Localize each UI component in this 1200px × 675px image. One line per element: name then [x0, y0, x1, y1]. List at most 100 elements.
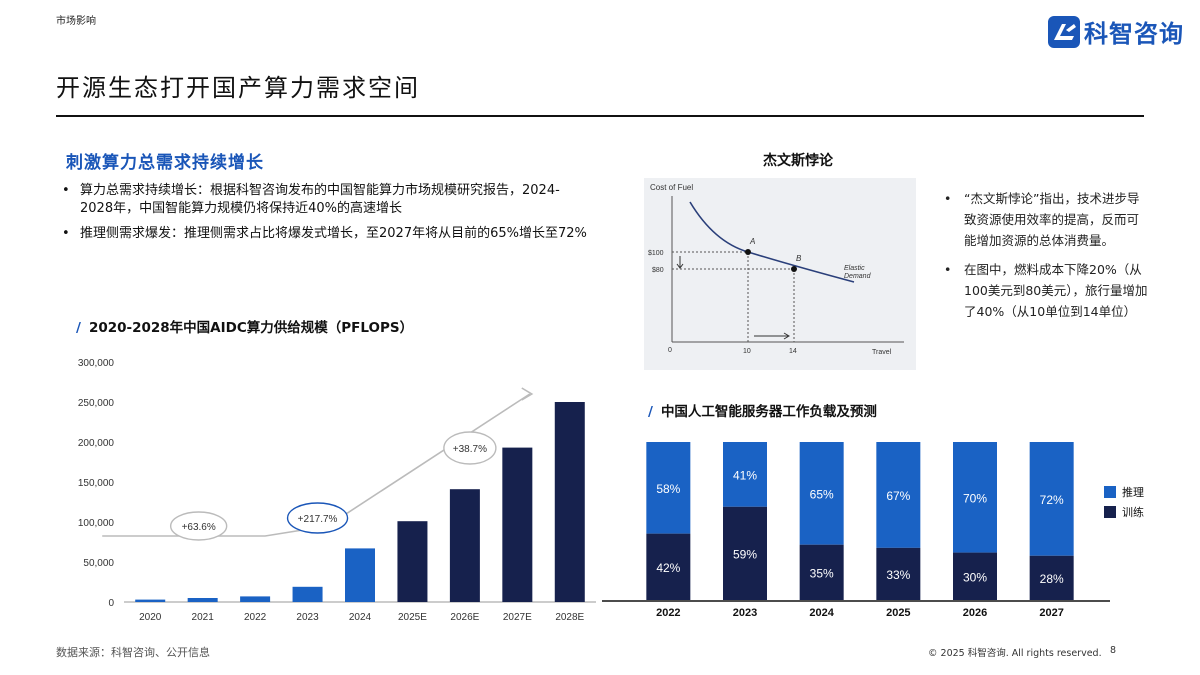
- x-tick-14: 14: [789, 348, 797, 355]
- bar-inference: [953, 442, 997, 553]
- bar: [135, 599, 166, 602]
- bar: [292, 586, 323, 602]
- y-tick-label: 150,000: [78, 478, 115, 489]
- x-tick-label: 2021: [192, 612, 215, 623]
- chart1-title: 2020-2028年中国AIDC算力供给规模（PFLOPS）: [88, 320, 414, 336]
- training-value-label: 59%: [733, 547, 757, 561]
- growth-label: +217.7%: [298, 514, 338, 525]
- jevons-title: 杰文斯悖论: [763, 153, 833, 169]
- left-bullet-list: • 算力总需求持续增长：根据科智咨询发布的中国智能算力市场规模研究报告，2024-…: [58, 182, 588, 250]
- inference-value-label: 58%: [656, 482, 680, 496]
- curve-label-elastic: Elastic: [844, 265, 865, 272]
- legend-swatch-inference: [1104, 486, 1116, 498]
- training-value-label: 30%: [963, 570, 987, 584]
- y-tick-label: 0: [108, 598, 114, 609]
- bar: [240, 596, 271, 602]
- training-value-label: 28%: [1040, 572, 1064, 586]
- list-item: • “杰文斯悖论”指出，技术进步导致资源使用效率的提高，反而可能增加资源的总体消费…: [940, 188, 1150, 251]
- bar: [345, 548, 375, 602]
- bar-inference: [646, 442, 691, 534]
- y-tick-80: $80: [652, 267, 664, 274]
- y-tick-label: 300,000: [78, 358, 115, 369]
- growth-bubble: [169, 511, 228, 541]
- x-tick-label: 2025E: [398, 612, 427, 623]
- inference-value-label: 72%: [1040, 493, 1064, 507]
- x-tick-10: 10: [743, 348, 751, 355]
- x-tick-label: 2025: [886, 607, 910, 619]
- x-tick-label: 2024: [809, 607, 834, 619]
- bar-inference: [799, 442, 844, 545]
- source-note: 数据来源：科智咨询、公开信息: [56, 646, 210, 659]
- x-tick-label: 2027E: [503, 612, 532, 623]
- logo-text: 科智咨询: [1084, 20, 1184, 48]
- supply-bar-chart: 0 50,000 100,000 150,000 200,000 250,000 300,0…: [78, 358, 596, 623]
- point-a-label: A: [749, 237, 755, 246]
- brand-logo: 科智咨询: [1048, 14, 1184, 49]
- bar-inference: [1029, 442, 1074, 556]
- bullet-text: “杰文斯悖论”指出，技术进步导致资源使用效率的提高，反而可能增加资源的总体消费量…: [964, 191, 1140, 248]
- bar-training: [799, 544, 844, 600]
- point-b-label: B: [796, 254, 802, 263]
- growth-label: +38.7%: [453, 444, 487, 455]
- list-item: • 算力总需求持续增长：根据科智咨询发布的中国智能算力市场规模研究报告，2024-…: [58, 182, 588, 218]
- training-value-label: 35%: [810, 566, 834, 580]
- section-title: 刺激算力总需求持续增长: [66, 153, 264, 173]
- list-item: • 在图中，燃料成本下降20%（从100美元到80美元），旅行量增加了40%（从1…: [940, 259, 1150, 322]
- inference-value-label: 67%: [886, 489, 910, 503]
- bar-training: [723, 506, 767, 600]
- bar: [502, 447, 533, 602]
- x-tick-label: 2026E: [450, 612, 479, 623]
- bar-training: [876, 547, 921, 600]
- chart2-title: 中国人工智能服务器工作负载及预测: [660, 404, 877, 420]
- bullet-icon: •: [944, 191, 952, 206]
- bar: [397, 521, 428, 602]
- legend-label-inference: 推理: [1122, 485, 1144, 499]
- growth-bubble: [286, 502, 349, 534]
- inference-value-label: 65%: [810, 487, 834, 501]
- bar: [187, 598, 218, 602]
- origin-label: 0: [668, 347, 672, 354]
- curve-label-demand: Demand: [844, 273, 872, 280]
- bar-training: [1029, 555, 1074, 600]
- bar: [554, 402, 585, 602]
- legend-label-training: 训练: [1122, 505, 1144, 519]
- y-tick-label: 50,000: [83, 558, 114, 569]
- slash-icon: /: [76, 320, 81, 336]
- copyright: © 2025 科智咨询. All rights reserved.: [928, 648, 1102, 659]
- x-tick-label: 2022: [656, 607, 680, 619]
- bar: [449, 489, 480, 602]
- legend-swatch-training: [1104, 506, 1116, 518]
- section-tag: 市场影响: [56, 16, 96, 27]
- title-divider: [56, 115, 1144, 117]
- inference-value-label: 41%: [733, 468, 757, 482]
- x-tick-label: 2023: [733, 607, 757, 619]
- bullet-icon: •: [62, 226, 70, 241]
- bullet-text: 在图中，燃料成本下降20%（从100美元到80美元），旅行量增加了40%（从10…: [964, 262, 1148, 319]
- bar-inference: [723, 442, 767, 507]
- growth-label: +63.6%: [182, 522, 216, 533]
- x-axis-label: Travel: [872, 349, 892, 356]
- y-axis-label: Cost of Fuel: [650, 183, 693, 192]
- jevons-bullet-list: • “杰文斯悖论”指出，技术进步导致资源使用效率的提高，反而可能增加资源的总体消费…: [940, 188, 1150, 330]
- bar-training: [953, 552, 997, 600]
- x-tick-label: 2026: [963, 607, 987, 619]
- x-tick-label: 2020: [139, 612, 162, 623]
- y-tick-100: $100: [648, 250, 664, 257]
- page-number: 8: [1110, 645, 1117, 656]
- list-item: • 推理侧需求爆发：推理侧需求占比将爆发式增长，至2027年将从目前的65%增长至…: [58, 225, 588, 243]
- y-tick-label: 200,000: [78, 438, 115, 449]
- logo-icon: [1048, 15, 1080, 48]
- x-tick-label: 2028E: [555, 612, 584, 623]
- growth-bubble: [443, 431, 497, 465]
- page-title: 开源生态打开国产算力需求空间: [56, 74, 420, 102]
- jevons-graph-panel: Cost of Fuel A B Elastic Demand $100 $80…: [644, 178, 916, 370]
- bullet-text: 算力总需求持续增长：根据科智咨询发布的中国智能算力市场规模研究报告，2024-2…: [80, 183, 560, 216]
- bar-inference: [876, 442, 921, 548]
- inference-value-label: 70%: [963, 491, 987, 505]
- x-tick-label: 2024: [349, 612, 372, 623]
- training-value-label: 33%: [886, 568, 910, 582]
- y-tick-label: 250,000: [78, 398, 115, 409]
- bullet-icon: •: [62, 183, 70, 198]
- bullet-icon: •: [944, 262, 952, 277]
- jevons-graph: Cost of Fuel A B Elastic Demand $100 $80…: [648, 183, 904, 356]
